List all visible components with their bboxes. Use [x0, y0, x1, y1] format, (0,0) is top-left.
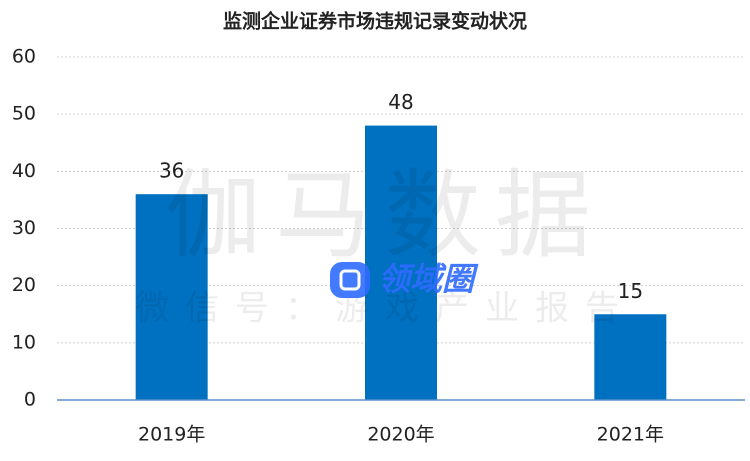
bar: [365, 125, 437, 400]
y-tick-label: 20: [12, 274, 36, 296]
watermark: 微信号：游戏产业报告: [135, 289, 635, 329]
y-tick-label: 0: [24, 389, 36, 411]
y-tick-label: 10: [12, 331, 36, 353]
chart-title: 监测企业证券市场违规记录变动状况: [223, 10, 527, 33]
bar: [135, 194, 208, 400]
watermark: 伽马数据: [165, 159, 605, 271]
watermark-icon: [330, 262, 370, 298]
y-tick-label: 40: [12, 160, 36, 182]
x-tick-label: 2021年: [597, 424, 664, 446]
x-tick-label: 2019年: [138, 424, 205, 446]
bar: [594, 314, 667, 400]
x-tick-label: 2020年: [367, 424, 434, 446]
y-tick-label: 60: [12, 46, 36, 68]
data-label: 15: [618, 279, 643, 303]
data-label: 48: [388, 90, 413, 114]
data-label: 36: [159, 159, 184, 183]
watermark: 领域圈: [378, 260, 479, 298]
watermark-icon: [339, 269, 361, 291]
y-tick-label: 50: [12, 103, 36, 125]
y-tick-label: 30: [12, 217, 36, 239]
